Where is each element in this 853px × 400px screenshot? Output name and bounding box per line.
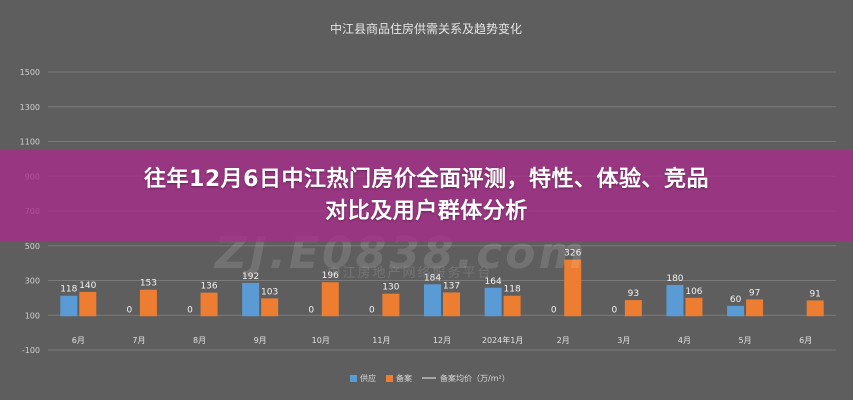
supply-bar xyxy=(424,284,441,317)
x-tick-label: 5月 xyxy=(739,336,752,345)
supply-data-label: 0 xyxy=(187,305,193,315)
supply-bar xyxy=(60,295,78,317)
deals-data-label: 97 xyxy=(749,288,760,298)
y-tick-label: 1300 xyxy=(20,103,40,112)
deals-data-label: 140 xyxy=(79,281,96,291)
article-title-line-2: 对比及用户群体分析 xyxy=(325,199,528,224)
watermark-subtitle: 中江房地产网络服务平台 xyxy=(327,266,493,281)
supply-bar xyxy=(242,282,260,317)
deals-data-label: 106 xyxy=(685,287,702,297)
x-tick-label: 12月 xyxy=(433,336,451,345)
x-tick-label: 6月 xyxy=(799,336,812,345)
chart-title: 中江县商品住房供需关系及趋势变化 xyxy=(330,21,522,36)
x-tick-label: 2月 xyxy=(557,336,570,345)
deals-data-label: 91 xyxy=(809,289,820,299)
x-tick-label: 10月 xyxy=(312,336,330,345)
legend-label-supply: 供应 xyxy=(360,373,376,383)
y-tick-label: 500 xyxy=(25,242,40,251)
deals-data-label: 118 xyxy=(504,285,521,295)
x-tick-label: 4月 xyxy=(678,336,691,345)
supply-data-label: 0 xyxy=(551,305,557,315)
deals-data-label: 196 xyxy=(322,271,339,281)
supply-data-label: 60 xyxy=(730,295,742,305)
deals-bar xyxy=(79,291,97,317)
supply-bar xyxy=(484,287,502,317)
deals-data-label: 153 xyxy=(140,279,157,289)
y-tick-label: 300 xyxy=(25,277,40,286)
deals-bar xyxy=(685,297,703,317)
legend-label-deals: 备案 xyxy=(396,373,412,383)
deals-bar xyxy=(564,259,582,317)
y-tick-label: 100 xyxy=(25,311,40,320)
x-tick-label: 8月 xyxy=(193,336,206,345)
supply-data-label: 192 xyxy=(242,272,259,282)
deals-bar xyxy=(261,298,279,317)
deals-data-label: 93 xyxy=(628,289,639,299)
deals-bar xyxy=(443,292,460,317)
deals-bar xyxy=(321,282,339,317)
legend-label-price: 备案均价（万/m²） xyxy=(440,373,510,383)
deals-bar xyxy=(746,299,764,317)
legend-swatch-deals xyxy=(386,375,393,382)
deals-bar xyxy=(382,293,400,317)
deals-bar xyxy=(139,289,157,317)
x-tick-label: 6月 xyxy=(72,336,85,345)
deals-data-label: 136 xyxy=(200,282,217,292)
deals-data-label: 326 xyxy=(564,249,581,259)
deals-bar xyxy=(806,300,824,317)
supply-bar xyxy=(727,305,745,317)
supply-data-label: 0 xyxy=(308,305,314,315)
x-tick-label: 7月 xyxy=(132,336,145,345)
article-title-line-1: 往年12月6日中江热门房价全面评测，特性、体验、竞品 xyxy=(144,167,709,192)
y-tick-label: -100 xyxy=(22,346,40,355)
deals-data-label: 103 xyxy=(261,287,278,297)
article-title-banner: 往年12月6日中江热门房价全面评测，特性、体验、竞品 对比及用户群体分析 xyxy=(0,150,853,242)
deals-bar xyxy=(200,292,218,317)
x-tick-label: 9月 xyxy=(254,336,267,345)
x-tick-label: 3月 xyxy=(617,336,630,345)
legend-swatch-supply xyxy=(350,375,357,382)
supply-data-label: 180 xyxy=(666,274,683,284)
deals-bar xyxy=(503,295,521,317)
supply-data-label: 118 xyxy=(60,285,77,295)
y-tick-label: 1500 xyxy=(20,68,40,77)
deals-bar xyxy=(624,300,642,317)
x-tick-label: 11月 xyxy=(372,336,390,345)
deals-data-label: 137 xyxy=(443,281,460,291)
supply-bar xyxy=(666,284,684,317)
y-tick-label: 1100 xyxy=(20,138,40,147)
supply-data-label: 0 xyxy=(369,305,375,315)
deals-data-label: 130 xyxy=(382,283,399,293)
supply-data-label: 0 xyxy=(611,305,617,315)
x-tick-label: 2024年1月 xyxy=(482,335,523,345)
supply-data-label: 0 xyxy=(127,305,133,315)
supply-data-label: 164 xyxy=(485,277,502,287)
supply-data-label: 184 xyxy=(424,273,441,283)
